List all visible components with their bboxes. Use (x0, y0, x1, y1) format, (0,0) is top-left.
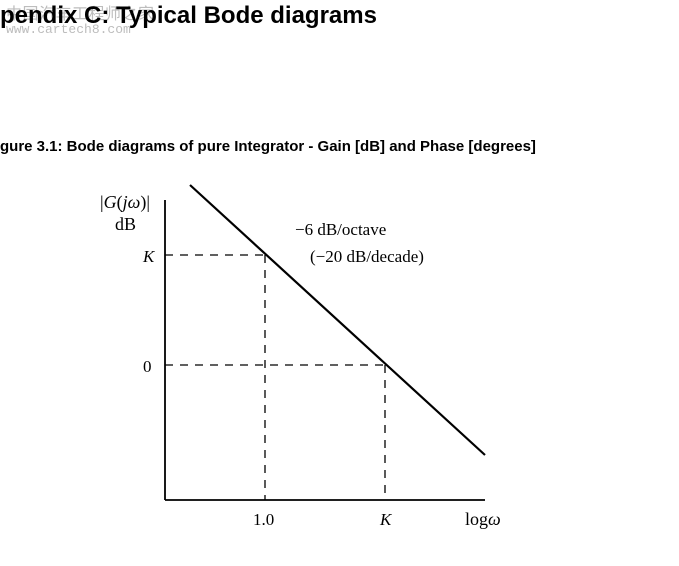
x-tick-1: 1.0 (253, 510, 274, 529)
guide-lines (165, 255, 385, 500)
page-root: 中国汽车工程师之家 www.cartech8.com pendix C: Typ… (0, 0, 679, 566)
x-tick-K: K (379, 510, 393, 529)
figure-caption: gure 3.1: Bode diagrams of pure Integrat… (0, 138, 536, 155)
slope-label-1: −6 dB/octave (295, 220, 386, 239)
y-tick-K: K (142, 247, 156, 266)
slope-label-2: (−20 dB/decade) (310, 247, 424, 266)
page-title: pendix C: Typical Bode diagrams (0, 2, 377, 30)
y-axis-label-2: dB (115, 214, 136, 234)
bode-svg: |G(jω)| dB K 0 1.0 K logω −6 dB/octave (… (85, 180, 605, 550)
y-axis-label-1: |G(jω)| (100, 192, 150, 213)
labels: |G(jω)| dB K 0 1.0 K logω −6 dB/octave (… (100, 192, 501, 529)
bode-diagram: |G(jω)| dB K 0 1.0 K logω −6 dB/octave (… (85, 180, 605, 550)
y-tick-0: 0 (143, 357, 152, 376)
x-axis-label: logω (465, 509, 501, 529)
